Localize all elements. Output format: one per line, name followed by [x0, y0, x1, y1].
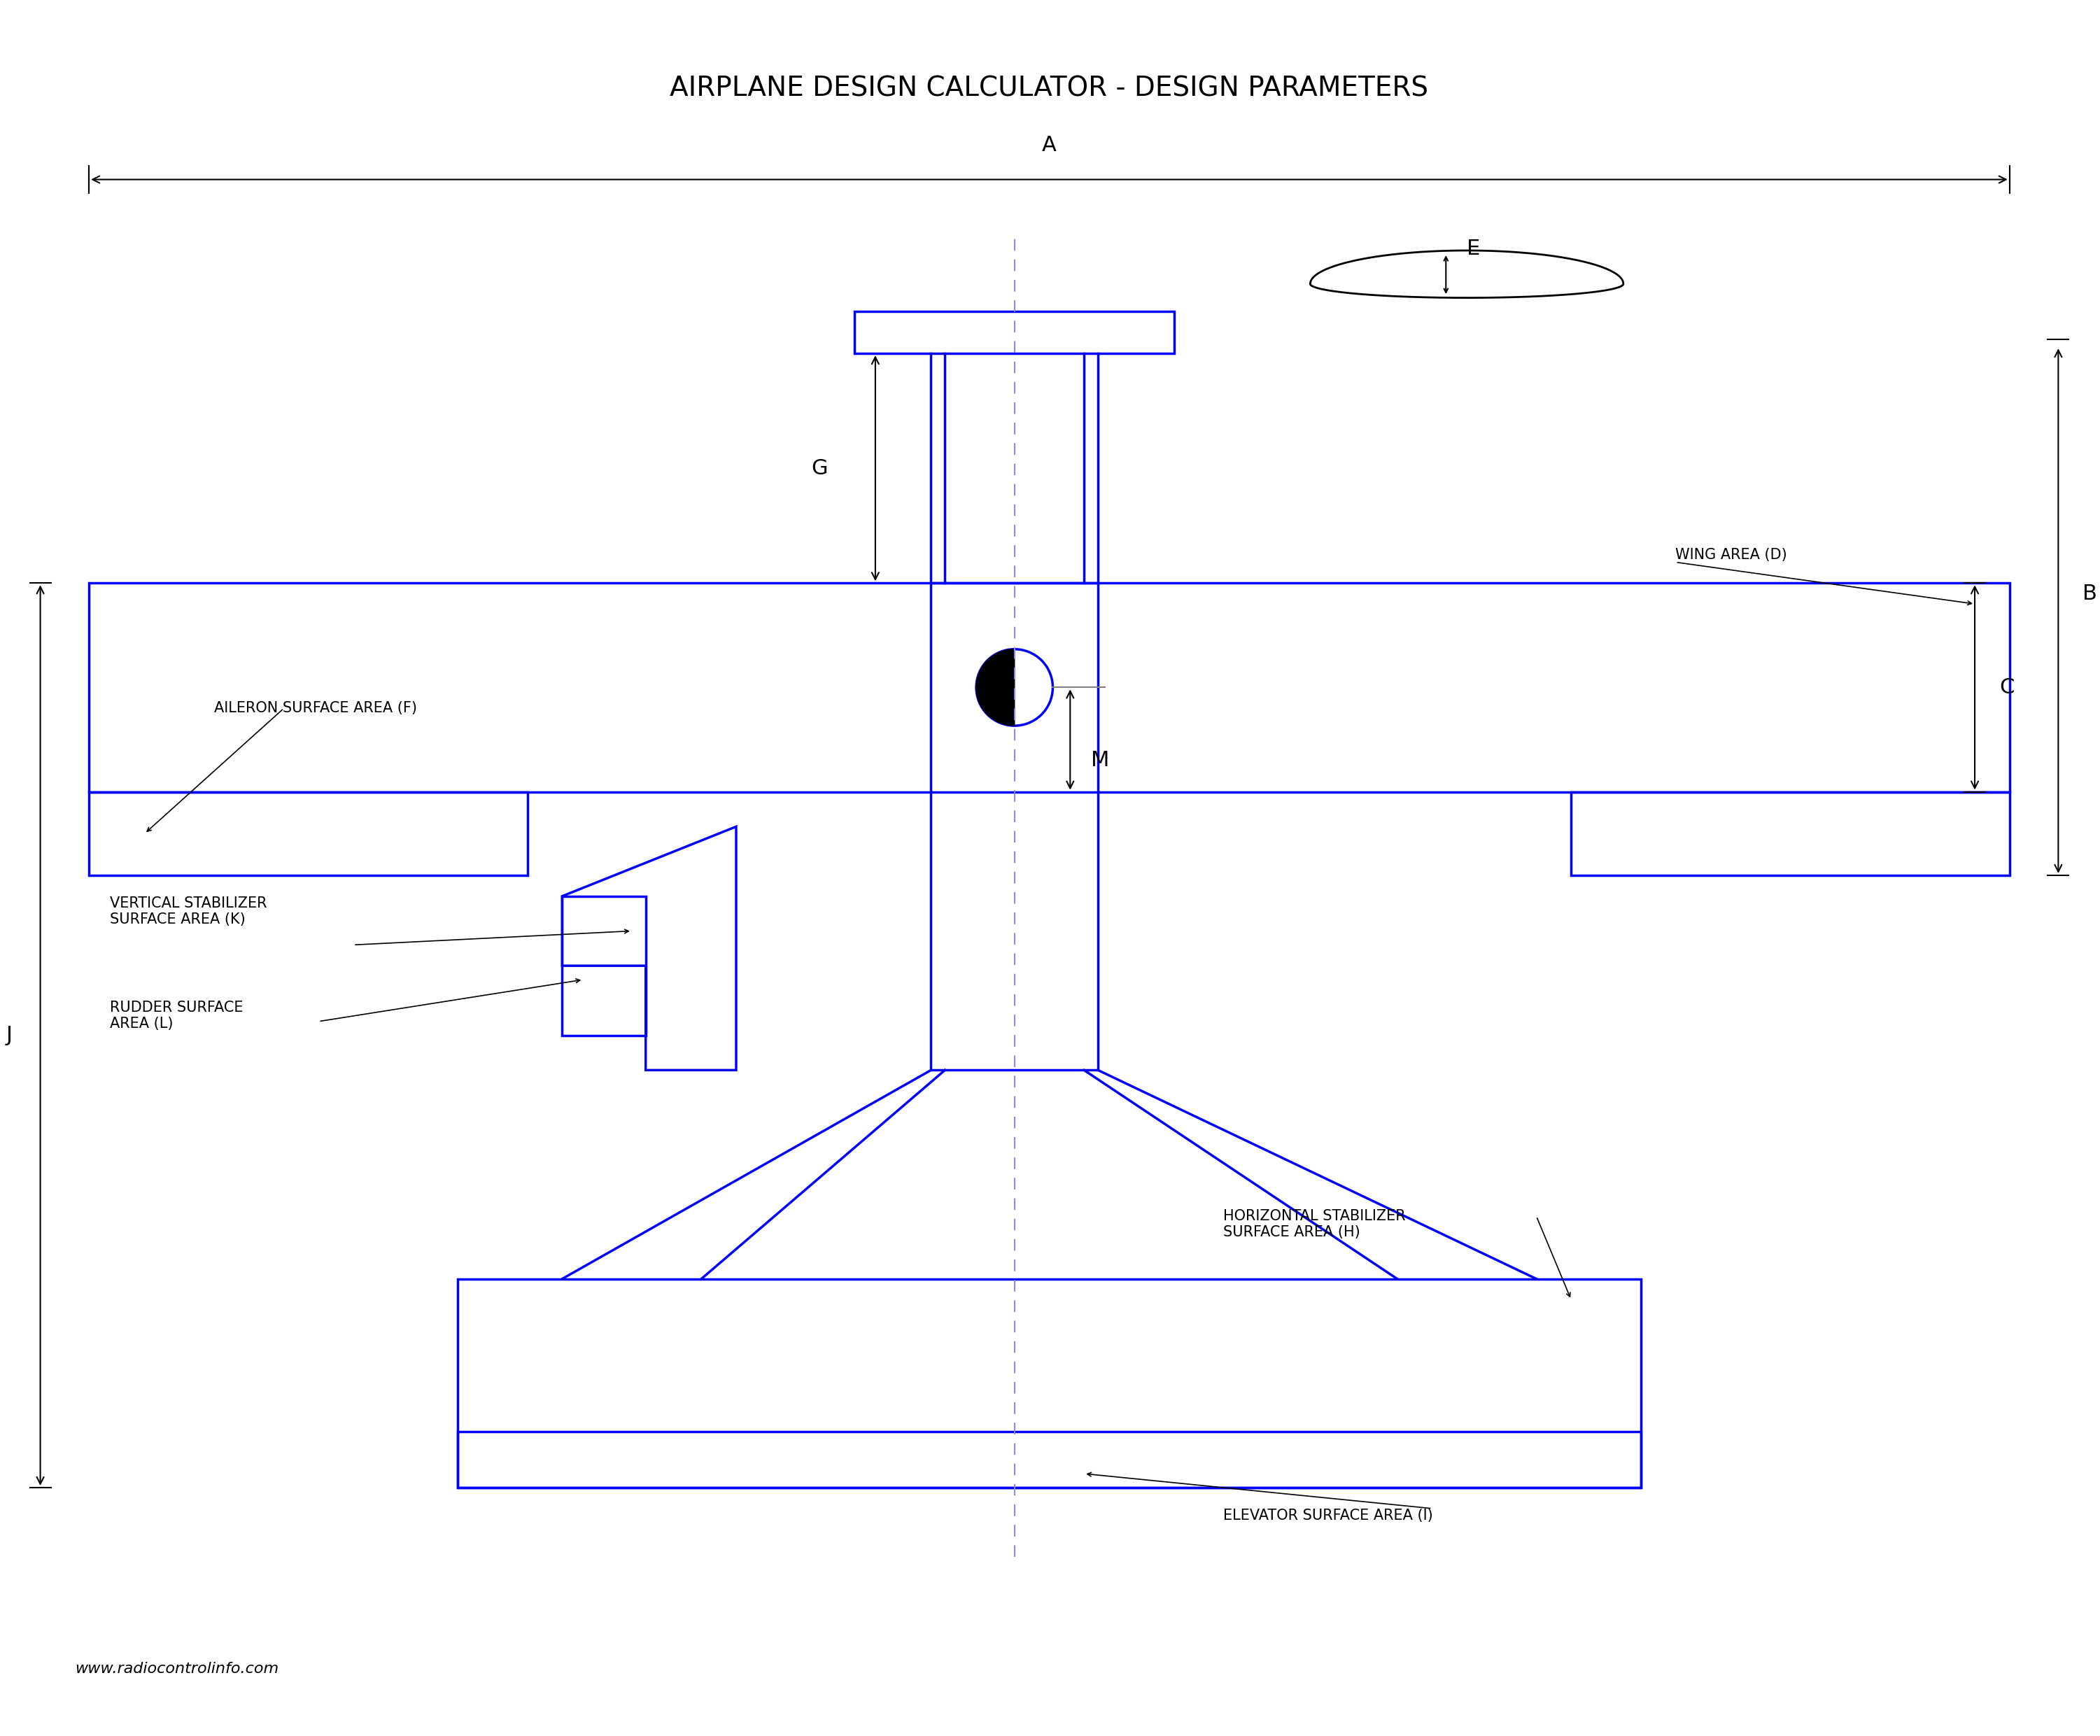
- Text: VERTICAL STABILIZER
SURFACE AREA (K): VERTICAL STABILIZER SURFACE AREA (K): [109, 896, 267, 927]
- Text: G: G: [811, 458, 827, 479]
- Bar: [88, 583, 2010, 792]
- Bar: [458, 1279, 1640, 1488]
- Text: A: A: [1042, 135, 1056, 155]
- Text: AILERON SURFACE AREA (F): AILERON SURFACE AREA (F): [214, 701, 418, 715]
- Bar: [458, 1432, 1640, 1488]
- Text: J: J: [6, 1026, 13, 1045]
- Bar: [88, 792, 527, 875]
- Text: AIRPLANE DESIGN CALCULATOR - DESIGN PARAMETERS: AIRPLANE DESIGN CALCULATOR - DESIGN PARA…: [670, 75, 1428, 102]
- Wedge shape: [977, 649, 1014, 726]
- Bar: [1571, 792, 2010, 875]
- Bar: [855, 312, 1174, 354]
- Text: www.radiocontrolinfo.com: www.radiocontrolinfo.com: [76, 1661, 279, 1675]
- Text: B: B: [2083, 583, 2098, 604]
- Bar: [930, 583, 1098, 1069]
- Text: E: E: [1466, 240, 1480, 259]
- Text: HORIZONTAL STABILIZER
SURFACE AREA (H): HORIZONTAL STABILIZER SURFACE AREA (H): [1222, 1210, 1405, 1240]
- Text: WING AREA (D): WING AREA (D): [1676, 549, 1787, 562]
- Text: C: C: [1999, 677, 2014, 698]
- Text: ELEVATOR SURFACE AREA (I): ELEVATOR SURFACE AREA (I): [1222, 1509, 1432, 1522]
- Text: M: M: [1092, 750, 1109, 771]
- Text: RUDDER SURFACE
AREA (L): RUDDER SURFACE AREA (L): [109, 1000, 244, 1031]
